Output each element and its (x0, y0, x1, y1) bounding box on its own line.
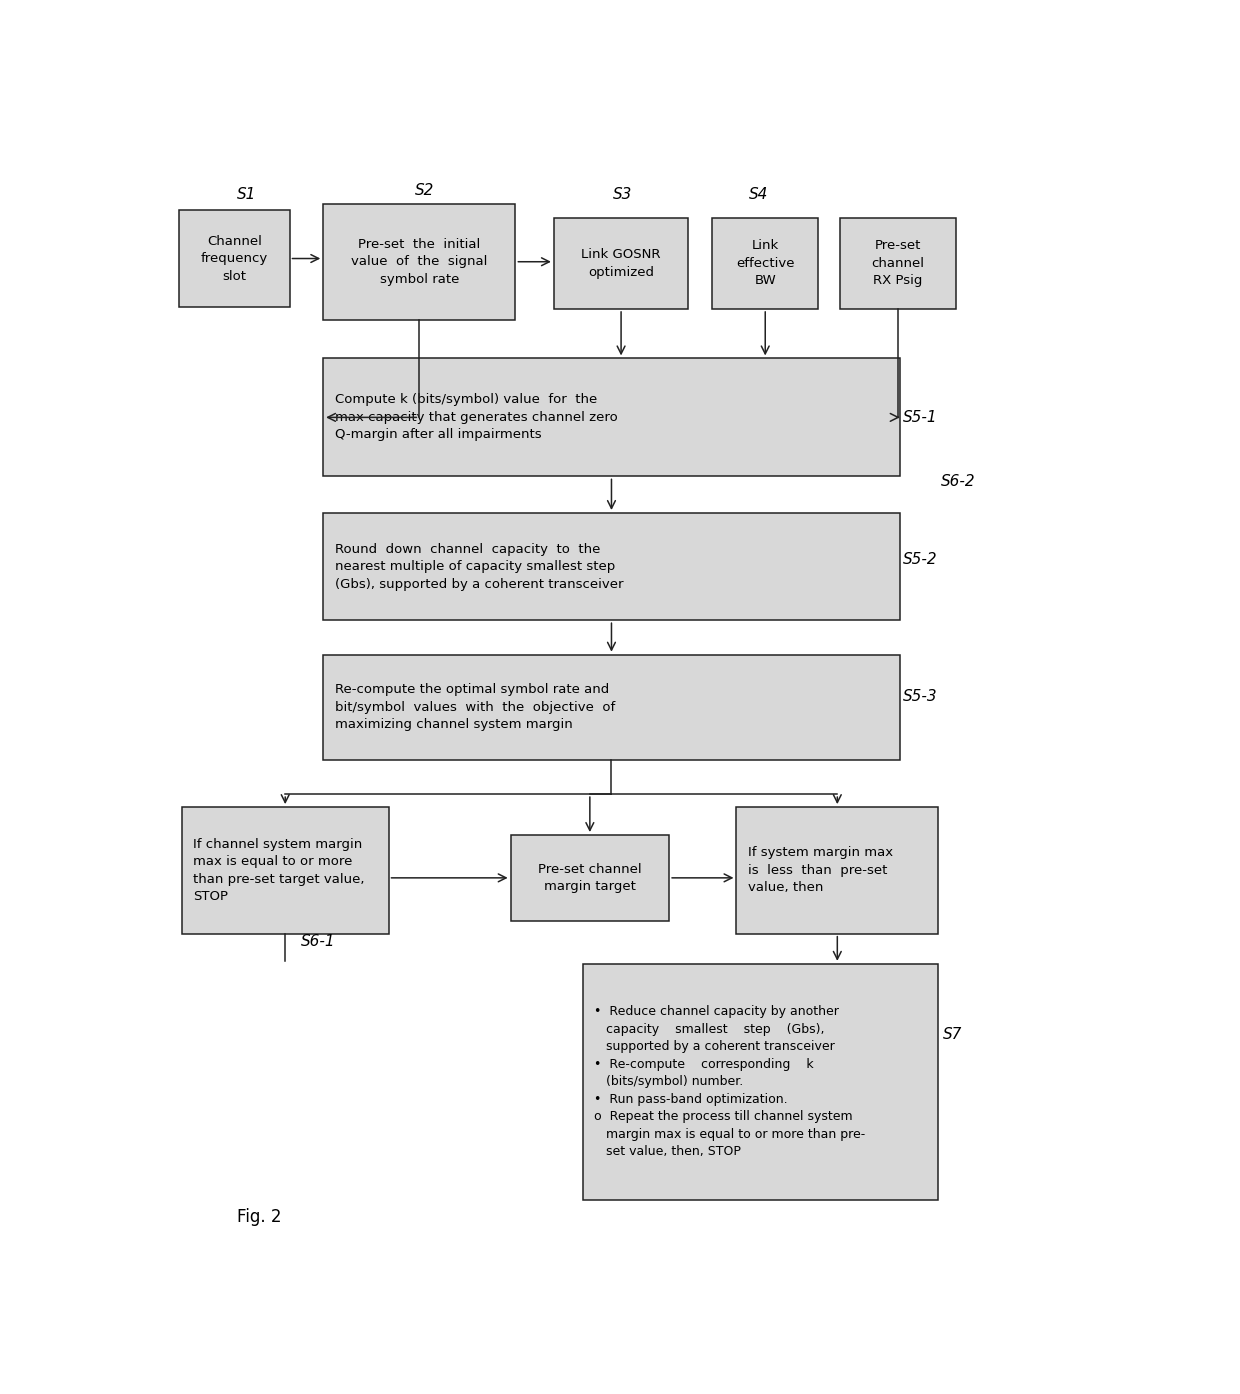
Text: If channel system margin
max is equal to or more
than pre-set target value,
STOP: If channel system margin max is equal to… (193, 838, 365, 903)
FancyBboxPatch shape (324, 204, 516, 319)
FancyBboxPatch shape (583, 963, 939, 1200)
Text: Pre-set channel
margin target: Pre-set channel margin target (538, 863, 641, 894)
Text: S2: S2 (414, 184, 434, 198)
Text: •  Reduce channel capacity by another
   capacity    smallest    step    (Gbs),
: • Reduce channel capacity by another cap… (594, 1005, 866, 1158)
FancyBboxPatch shape (182, 807, 388, 934)
Text: S6-2: S6-2 (941, 474, 976, 489)
FancyBboxPatch shape (841, 217, 956, 309)
Text: If system margin max
is  less  than  pre-set
value, then: If system margin max is less than pre-se… (748, 846, 893, 895)
FancyBboxPatch shape (324, 513, 900, 620)
Text: S1: S1 (237, 187, 255, 202)
Text: Link GOSNR
optimized: Link GOSNR optimized (582, 248, 661, 279)
FancyBboxPatch shape (737, 807, 939, 934)
Text: Link
effective
BW: Link effective BW (737, 240, 795, 287)
FancyBboxPatch shape (179, 210, 290, 307)
Text: S4: S4 (749, 187, 769, 202)
Text: Compute k (bits/symbol) value  for  the
max capacity that generates channel zero: Compute k (bits/symbol) value for the ma… (335, 393, 618, 442)
Text: S3: S3 (613, 187, 632, 202)
Text: Channel
frequency
slot: Channel frequency slot (201, 234, 268, 283)
FancyBboxPatch shape (324, 358, 900, 477)
FancyBboxPatch shape (511, 835, 670, 921)
FancyBboxPatch shape (554, 217, 688, 309)
Text: S5-1: S5-1 (903, 410, 937, 425)
Text: Fig. 2: Fig. 2 (237, 1207, 281, 1225)
Text: S6-1: S6-1 (301, 934, 336, 949)
FancyBboxPatch shape (324, 655, 900, 760)
Text: S7: S7 (942, 1027, 962, 1043)
Text: S5-3: S5-3 (903, 689, 937, 704)
Text: Pre-set
channel
RX Psig: Pre-set channel RX Psig (872, 240, 924, 287)
Text: Pre-set  the  initial
value  of  the  signal
symbol rate: Pre-set the initial value of the signal … (351, 238, 487, 286)
Text: Re-compute the optimal symbol rate and
bit/symbol  values  with  the  objective : Re-compute the optimal symbol rate and b… (335, 683, 615, 732)
FancyBboxPatch shape (712, 217, 818, 309)
Text: Round  down  channel  capacity  to  the
nearest multiple of capacity smallest st: Round down channel capacity to the neare… (335, 542, 624, 591)
Text: S5-2: S5-2 (903, 552, 937, 566)
